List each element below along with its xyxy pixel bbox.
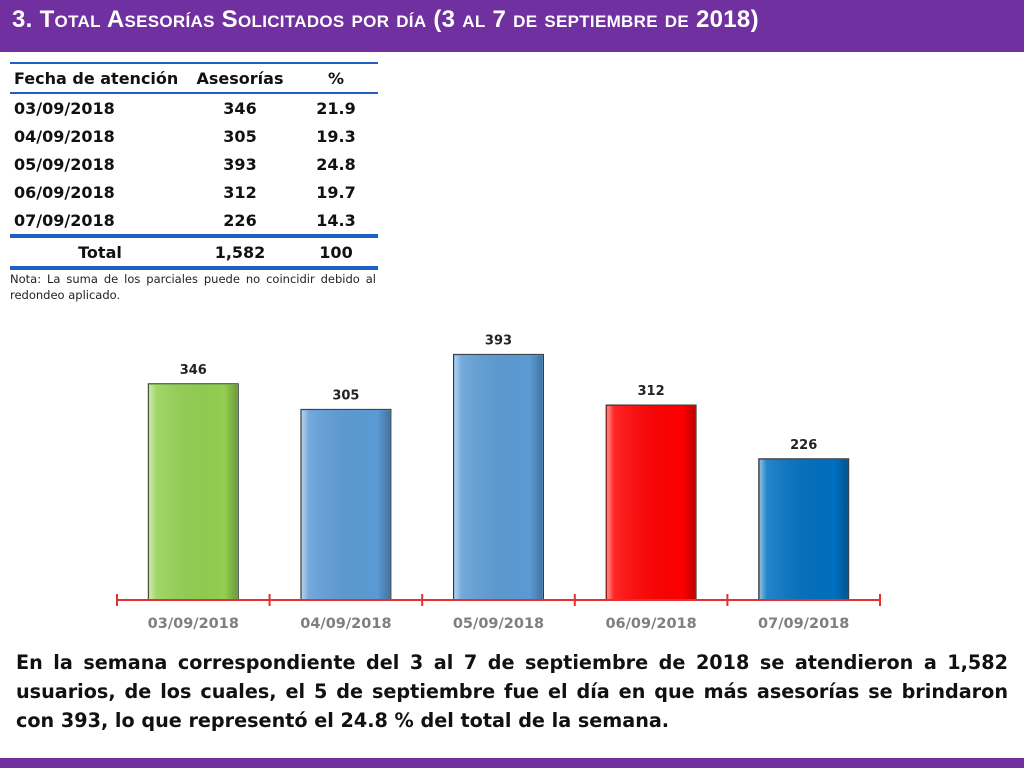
bar-shine — [149, 384, 238, 599]
data-label: 393 — [485, 333, 512, 348]
table-row: 04/09/2018 305 19.3 — [10, 122, 378, 150]
table-note: Nota: La suma de los parciales puede no … — [10, 272, 376, 302]
bar-shine — [454, 355, 543, 599]
row-pct: 24.8 — [316, 154, 356, 174]
x-tick-label: 06/09/2018 — [605, 616, 696, 632]
data-label: 305 — [332, 388, 359, 403]
x-tick-label: 04/09/2018 — [300, 616, 391, 632]
x-tick-label: 07/09/2018 — [758, 616, 849, 632]
table-row: 03/09/2018 346 21.9 — [10, 93, 378, 122]
data-label: 312 — [638, 384, 665, 399]
header-asesorias: Asesorías — [196, 68, 284, 88]
table-row: 05/09/2018 393 24.8 — [10, 150, 378, 178]
table-row: 06/09/2018 312 19.7 — [10, 178, 378, 206]
table-total-row: Total 1,582 100 — [10, 236, 378, 268]
summary-paragraph: En la semana correspondiente del 3 al 7 … — [16, 651, 1008, 732]
total-pct: 100 — [319, 242, 353, 262]
bar-shine — [759, 459, 848, 599]
total-count: 1,582 — [214, 242, 266, 262]
header-fecha: Fecha de atención — [14, 68, 179, 88]
row-count: 226 — [223, 210, 257, 230]
title-bar: 3. Total Asesorías Solicitados por día (… — [0, 0, 1024, 52]
total-label: Total — [78, 242, 122, 262]
bottom-bar — [0, 758, 1024, 768]
row-pct: 19.7 — [316, 182, 356, 202]
bar-shine — [607, 406, 696, 599]
row-date: 06/09/2018 — [14, 182, 115, 202]
bars-layer: 346 305 393 312 226 — [147, 333, 850, 601]
table-row: 07/09/2018 226 14.3 — [10, 206, 378, 236]
row-count: 346 — [223, 98, 257, 118]
bar-shine — [301, 410, 390, 599]
bar-chart: 346 305 393 312 226 03/09/2018 04/09/2018 05/0… — [116, 333, 881, 632]
row-date: 07/09/2018 — [14, 210, 115, 230]
header-pct: % — [327, 68, 345, 88]
row-count: 305 — [223, 126, 257, 146]
x-axis: 03/09/2018 04/09/2018 05/09/2018 06/09/2018… — [116, 594, 881, 632]
row-count: 312 — [223, 182, 257, 202]
table-header-row: Fecha de atención Asesorías % — [10, 63, 378, 93]
row-pct: 21.9 — [316, 98, 356, 118]
row-date: 05/09/2018 — [14, 154, 115, 174]
row-date: 03/09/2018 — [14, 98, 115, 118]
asesorias-table: Fecha de atención Asesorías % 03/09/2018… — [10, 62, 378, 270]
row-pct: 14.3 — [316, 210, 356, 230]
data-label: 346 — [180, 363, 207, 378]
x-tick-label: 05/09/2018 — [453, 616, 544, 632]
x-tick-label: 03/09/2018 — [148, 616, 239, 632]
data-label: 226 — [790, 438, 817, 453]
row-date: 04/09/2018 — [14, 126, 115, 146]
row-count: 393 — [223, 154, 257, 174]
row-pct: 19.3 — [316, 126, 356, 146]
page-title: 3. Total Asesorías Solicitados por día (… — [12, 6, 759, 33]
